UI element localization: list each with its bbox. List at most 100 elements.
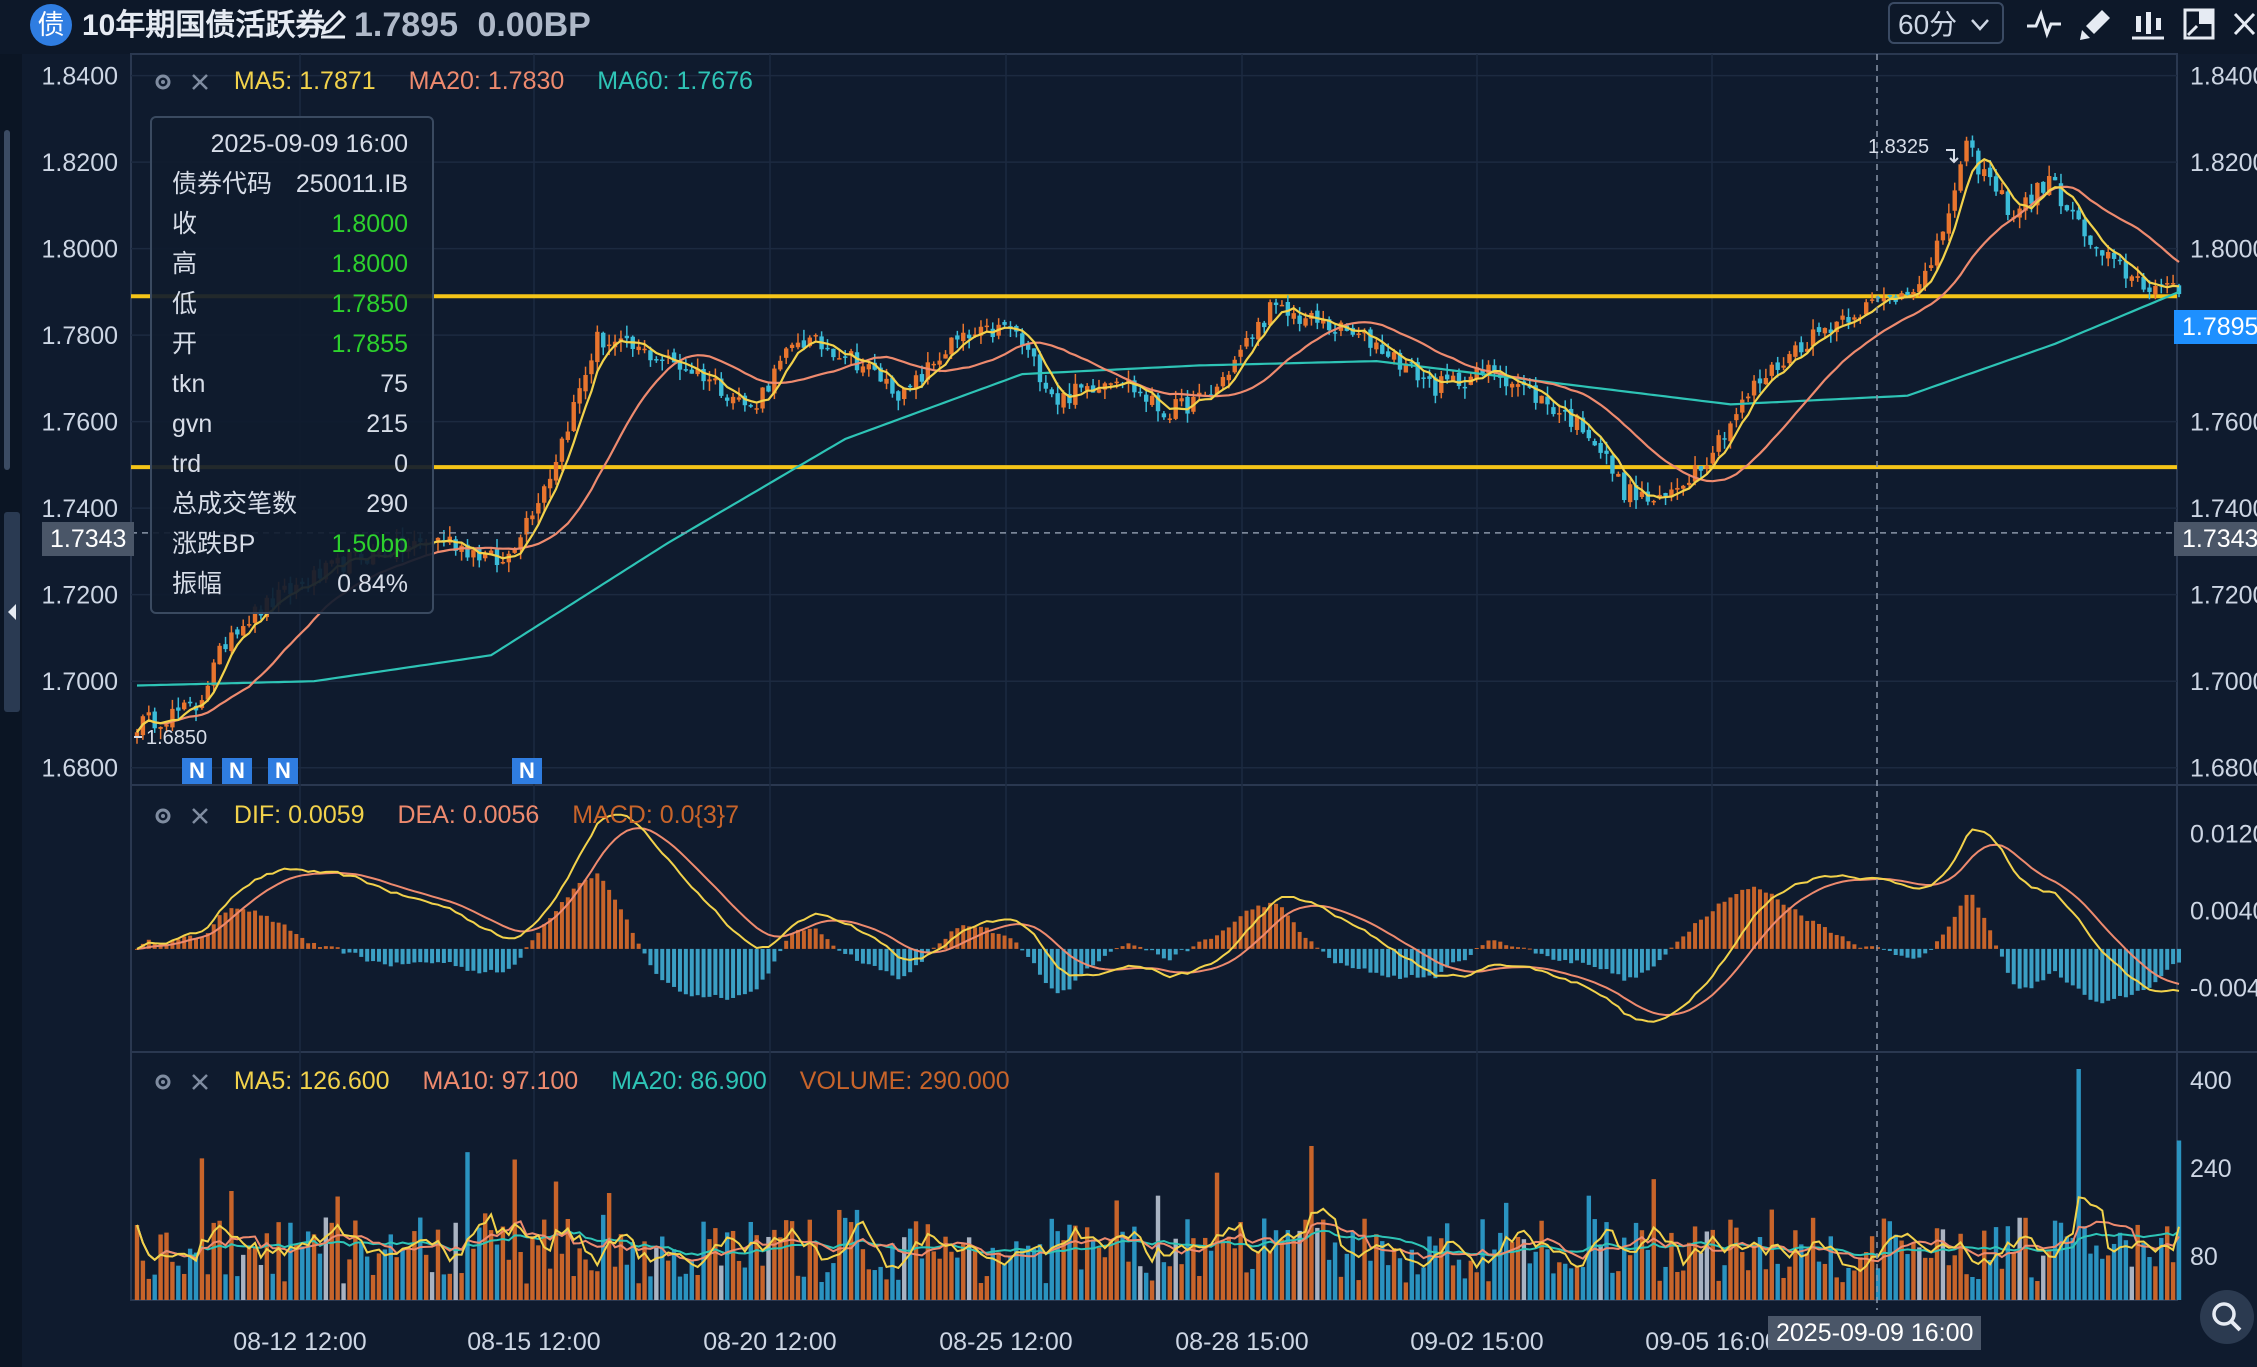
close-icon[interactable] [2232,6,2257,42]
last-price-badge: 1.7895 [2174,310,2257,344]
candle [1433,377,1438,396]
left-scrollbar[interactable] [4,130,10,470]
volume-bar [783,1220,789,1300]
candle [1073,383,1078,405]
volume-bar [164,1232,169,1300]
volume-bar [2046,1250,2052,1300]
news-marker[interactable]: N [512,758,542,784]
macd-bar [695,948,700,996]
vol-ma10-line [136,1220,2180,1263]
macd-bar [1102,948,1107,956]
close-legend-icon[interactable] [191,807,209,825]
macd-bar [1539,948,1544,954]
volume-bar [1763,1269,1769,1300]
volume-bar [170,1261,175,1300]
candle [807,337,812,347]
macd-bar [1663,948,1668,955]
macd-bar [2094,948,2099,1002]
period-select[interactable]: 60分 [1888,2,2004,44]
settings-gear-icon[interactable] [152,1071,174,1093]
macd-bar [1551,948,1556,960]
volume-bar [217,1220,222,1300]
macd-bar [713,948,718,995]
candle [1374,342,1379,350]
macd-bar [1338,948,1343,964]
candle [783,348,789,358]
macd-bar [2035,948,2040,982]
volume-bar [1492,1249,1497,1300]
candle [1132,380,1137,393]
macd-bar [506,948,511,969]
candle-type-icon[interactable] [2128,6,2168,42]
candle [1610,455,1615,474]
news-marker[interactable]: N [222,758,252,784]
collapse-panel-button[interactable] [4,512,20,712]
search-button[interactable] [2200,1290,2254,1344]
volume-bar [1828,1236,1833,1300]
candle [606,344,612,347]
volume-bar [1055,1231,1060,1300]
y-tick-label-left: 1.7400 [42,495,118,523]
candle [158,727,163,729]
volume-bar [943,1236,948,1300]
volume-bar [1362,1218,1367,1300]
macd-bar [1952,916,1957,949]
macd-bar [194,938,199,949]
macd-bar [2177,948,2181,963]
news-marker[interactable]: N [182,758,212,784]
macd-bar [1970,894,1975,949]
volume-bar [1409,1249,1414,1300]
settings-gear-icon[interactable] [152,71,174,93]
settings-gear-icon[interactable] [152,805,174,827]
macd-bar [2041,948,2046,981]
macd-bar [683,948,688,995]
volume-bar [854,1209,860,1300]
volume-bar [506,1259,512,1300]
indicator-icon[interactable] [2024,6,2064,42]
close-legend-icon[interactable] [191,73,209,91]
macd-bar [1179,948,1184,950]
candle [146,712,152,716]
candle [866,364,872,370]
candle [577,388,582,404]
volume-bar [152,1274,157,1300]
volume-bar [1126,1261,1131,1300]
candle [530,515,535,520]
macd-bar [872,948,877,966]
volume-bar [1439,1238,1444,1300]
y-tick-label-left: 1.7600 [42,409,118,437]
macd-bar [1173,948,1178,955]
candle [1751,380,1757,396]
macd-bar [1569,948,1574,964]
news-marker[interactable]: N [268,758,298,784]
volume-bar [376,1253,382,1300]
macd-bar [471,948,476,971]
candle [1084,386,1090,391]
volume-bar [795,1275,801,1300]
volume-bar [1256,1251,1261,1300]
layout-window-icon[interactable] [2180,6,2220,42]
macd-bar [317,947,322,949]
macd-bar [689,948,694,997]
volume-bar [158,1234,163,1300]
candle [1586,429,1592,439]
macd-bar [441,948,446,963]
close-legend-icon[interactable] [191,1073,209,1091]
draw-brush-icon[interactable] [2076,6,2116,42]
macd-bar [1439,948,1444,972]
instrument-title[interactable]: 10年期国债活跃券 [82,9,326,42]
volume-bar [176,1265,181,1300]
volume-bar [577,1248,582,1300]
edit-pencil-icon[interactable] [318,8,348,40]
macd-bar [1309,941,1314,949]
candle [1934,240,1940,266]
volume-bar [1114,1200,1119,1300]
volume-bar [1326,1259,1332,1300]
volume-bar [1061,1240,1066,1300]
macd-bar [1032,948,1037,964]
volume-bar [1191,1238,1196,1300]
candle [2117,259,2123,262]
volume-bar [2094,1245,2099,1300]
macd-bar [205,933,210,949]
